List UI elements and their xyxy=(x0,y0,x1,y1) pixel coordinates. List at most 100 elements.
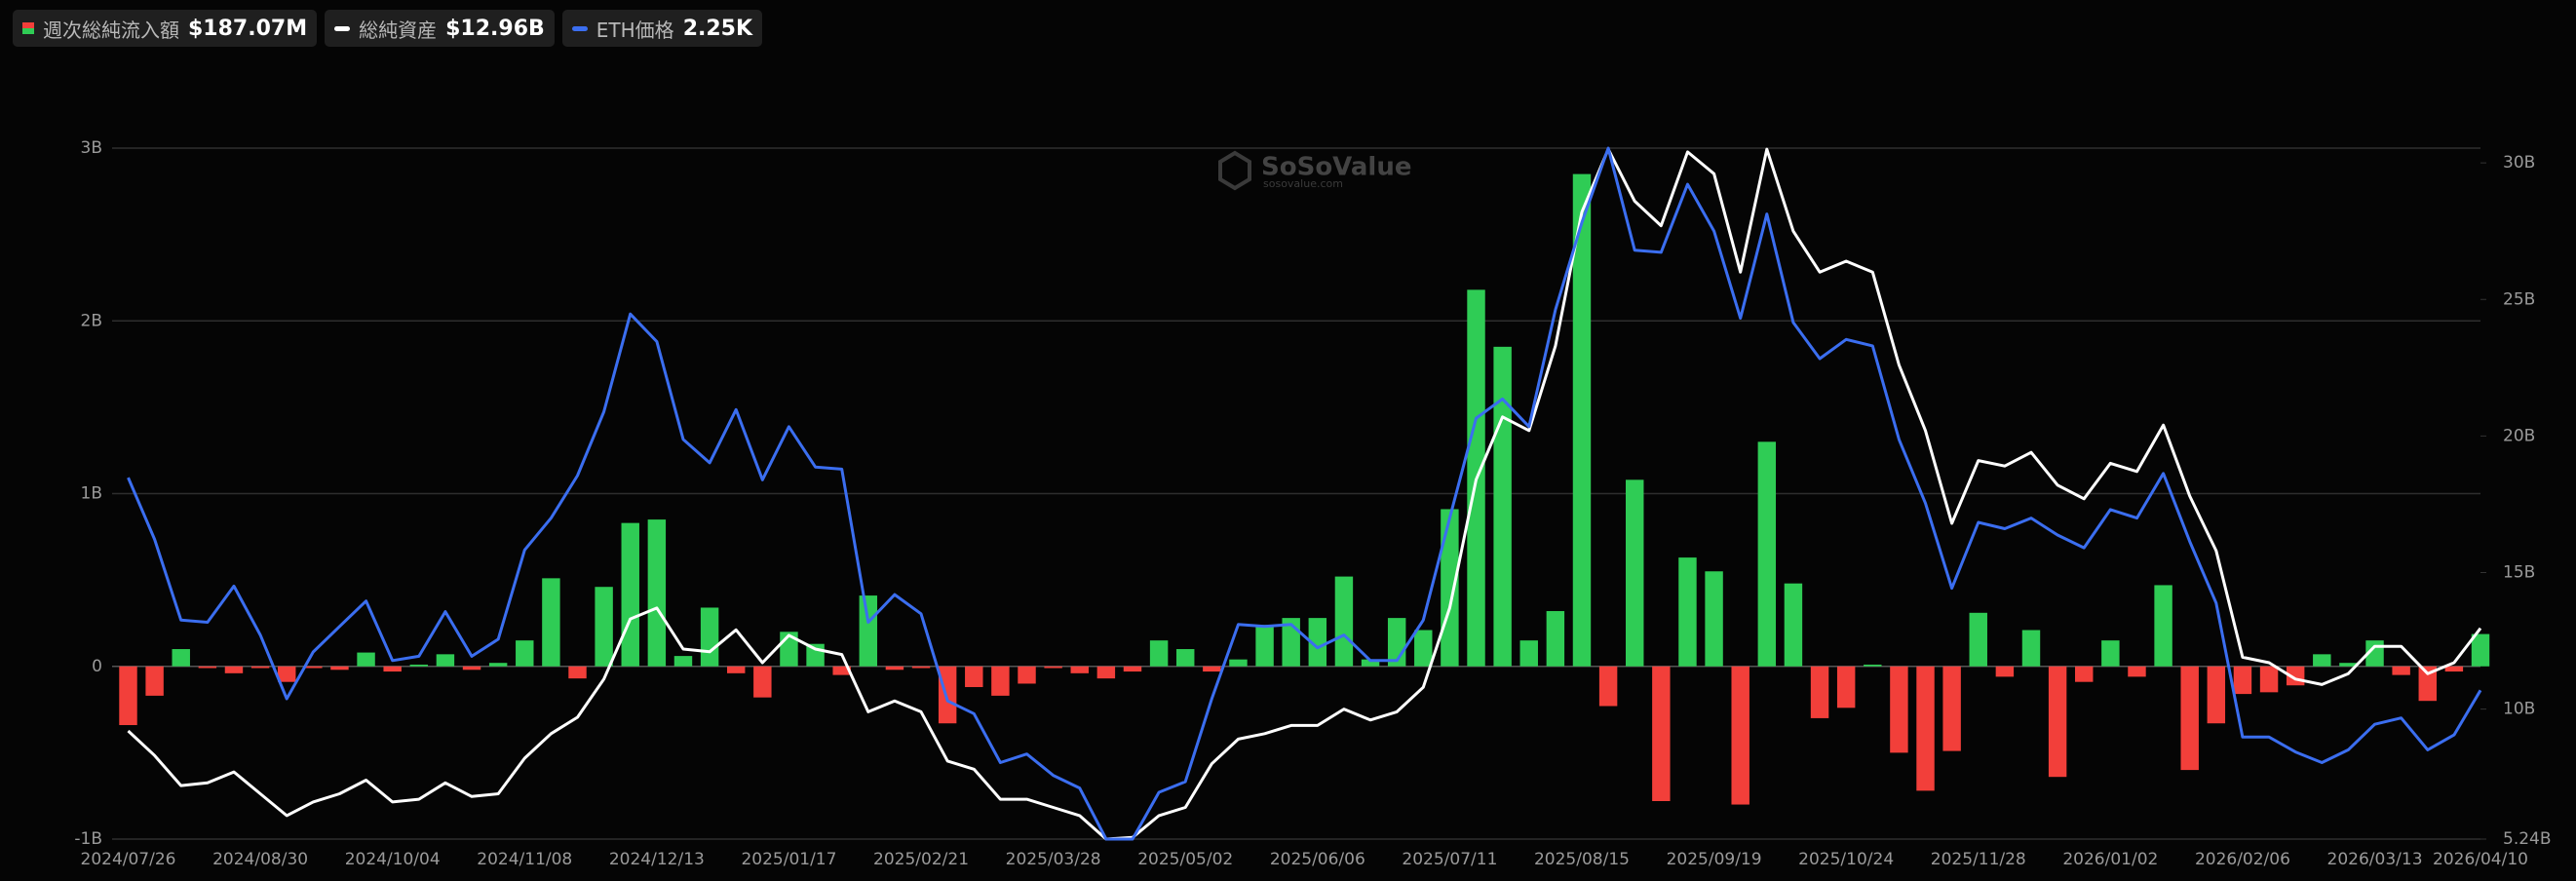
watermark-text: SoSoValue xyxy=(1261,153,1411,182)
bar xyxy=(859,595,878,667)
bar xyxy=(2313,654,2331,667)
y2-tick-label: 30B xyxy=(2503,153,2535,172)
bar xyxy=(1149,640,1169,667)
bar xyxy=(1757,441,1777,667)
bar xyxy=(1731,666,1749,805)
y2-tick-label: 25B xyxy=(2503,289,2535,309)
bar xyxy=(1864,664,1882,667)
bar xyxy=(595,587,613,667)
y-tick-label: 1B xyxy=(81,484,102,504)
bar xyxy=(145,666,164,696)
x-tick-label: 2024/10/04 xyxy=(345,850,441,869)
bar xyxy=(938,666,957,724)
bar xyxy=(1361,659,1380,667)
bar xyxy=(991,666,1010,696)
bar xyxy=(1123,666,1142,672)
x-tick-label: 2025/11/28 xyxy=(1931,850,2026,869)
line xyxy=(127,147,2482,841)
bar xyxy=(1203,666,1221,672)
watermark-sub: sosovalue.com xyxy=(1263,177,1343,190)
bar xyxy=(1678,557,1697,667)
legend-icon xyxy=(571,25,588,31)
bar xyxy=(2180,666,2199,771)
x-tick-label: 2025/01/17 xyxy=(741,850,836,869)
bar xyxy=(1175,649,1195,667)
x-tick-label: 2025/10/24 xyxy=(1798,850,1894,869)
x-tick-label: 2025/02/21 xyxy=(873,850,969,869)
bar xyxy=(2075,666,2094,682)
bar xyxy=(2418,666,2437,702)
bar xyxy=(198,666,217,669)
y2-tick-label: 15B xyxy=(2503,562,2535,582)
bar xyxy=(172,649,190,667)
bar xyxy=(542,578,560,667)
bar xyxy=(2392,666,2410,675)
legend-item[interactable]: 総純資産 $12.96B xyxy=(325,10,555,47)
y2-tick-label: 20B xyxy=(2503,426,2535,445)
bar xyxy=(2471,633,2490,667)
legend-label: 総純資産 xyxy=(359,18,438,42)
bar xyxy=(1916,666,1935,791)
bar xyxy=(1334,576,1354,667)
legend-label: 週次総純流入額 xyxy=(43,18,179,42)
bar xyxy=(488,663,508,667)
bar xyxy=(516,640,534,667)
bar xyxy=(1810,666,1829,718)
bar xyxy=(436,654,455,667)
bar xyxy=(357,652,375,667)
bar xyxy=(1626,479,1644,667)
legend-item[interactable]: 週次総純流入額 $187.07M xyxy=(13,10,318,47)
legend-icon xyxy=(22,22,34,34)
legend-value: $12.96B xyxy=(445,16,545,41)
bar xyxy=(1652,666,1671,802)
x-tick-label: 2025/07/11 xyxy=(1402,850,1497,869)
bar xyxy=(1441,509,1459,667)
bar xyxy=(1942,666,1961,751)
bar xyxy=(885,666,904,670)
bar xyxy=(1890,666,1908,753)
bar xyxy=(911,666,931,669)
bar xyxy=(700,607,719,667)
bar xyxy=(726,666,746,673)
bar xyxy=(277,666,296,682)
bar xyxy=(383,666,402,672)
bar xyxy=(1229,659,1248,667)
x-tick-label: 2025/05/02 xyxy=(1137,850,1233,869)
legend-icon xyxy=(334,25,351,31)
x-tick-label: 2026/04/10 xyxy=(2433,850,2528,869)
x-tick-label: 2025/09/19 xyxy=(1667,850,1762,869)
y2-tick-label: 10B xyxy=(2503,700,2535,719)
bar xyxy=(330,666,349,670)
bar xyxy=(1836,666,1856,709)
bar xyxy=(1598,666,1618,707)
x-tick-label: 2025/06/06 xyxy=(1270,850,1365,869)
bar xyxy=(2154,585,2172,667)
bar xyxy=(965,666,983,688)
legend-value: $187.07M xyxy=(188,16,308,41)
bar xyxy=(647,519,667,667)
y-tick-label: 0 xyxy=(92,657,102,676)
x-tick-label: 2025/03/28 xyxy=(1006,850,1101,869)
bar xyxy=(2233,666,2252,695)
bar xyxy=(1969,612,1987,667)
legend-item[interactable]: ETH価格 2.25K xyxy=(561,10,763,47)
x-tick-label: 2024/11/08 xyxy=(477,850,572,869)
bar xyxy=(1519,640,1538,667)
x-tick-label: 2026/03/13 xyxy=(2327,850,2423,869)
bar xyxy=(2021,630,2041,667)
x-tick-label: 2026/02/06 xyxy=(2195,850,2290,869)
bar xyxy=(2128,666,2146,677)
y-tick-label: -1B xyxy=(74,829,102,849)
bar xyxy=(1784,583,1803,667)
x-tick-label: 2024/07/26 xyxy=(81,850,176,869)
bar xyxy=(1255,625,1274,667)
bar xyxy=(621,522,639,667)
x-tick-label: 2024/12/13 xyxy=(609,850,705,869)
bar xyxy=(568,666,587,679)
y-tick-label: 2B xyxy=(81,311,102,330)
bar xyxy=(409,664,429,667)
legend-value: 2.25K xyxy=(682,16,753,41)
bar xyxy=(1493,346,1512,667)
